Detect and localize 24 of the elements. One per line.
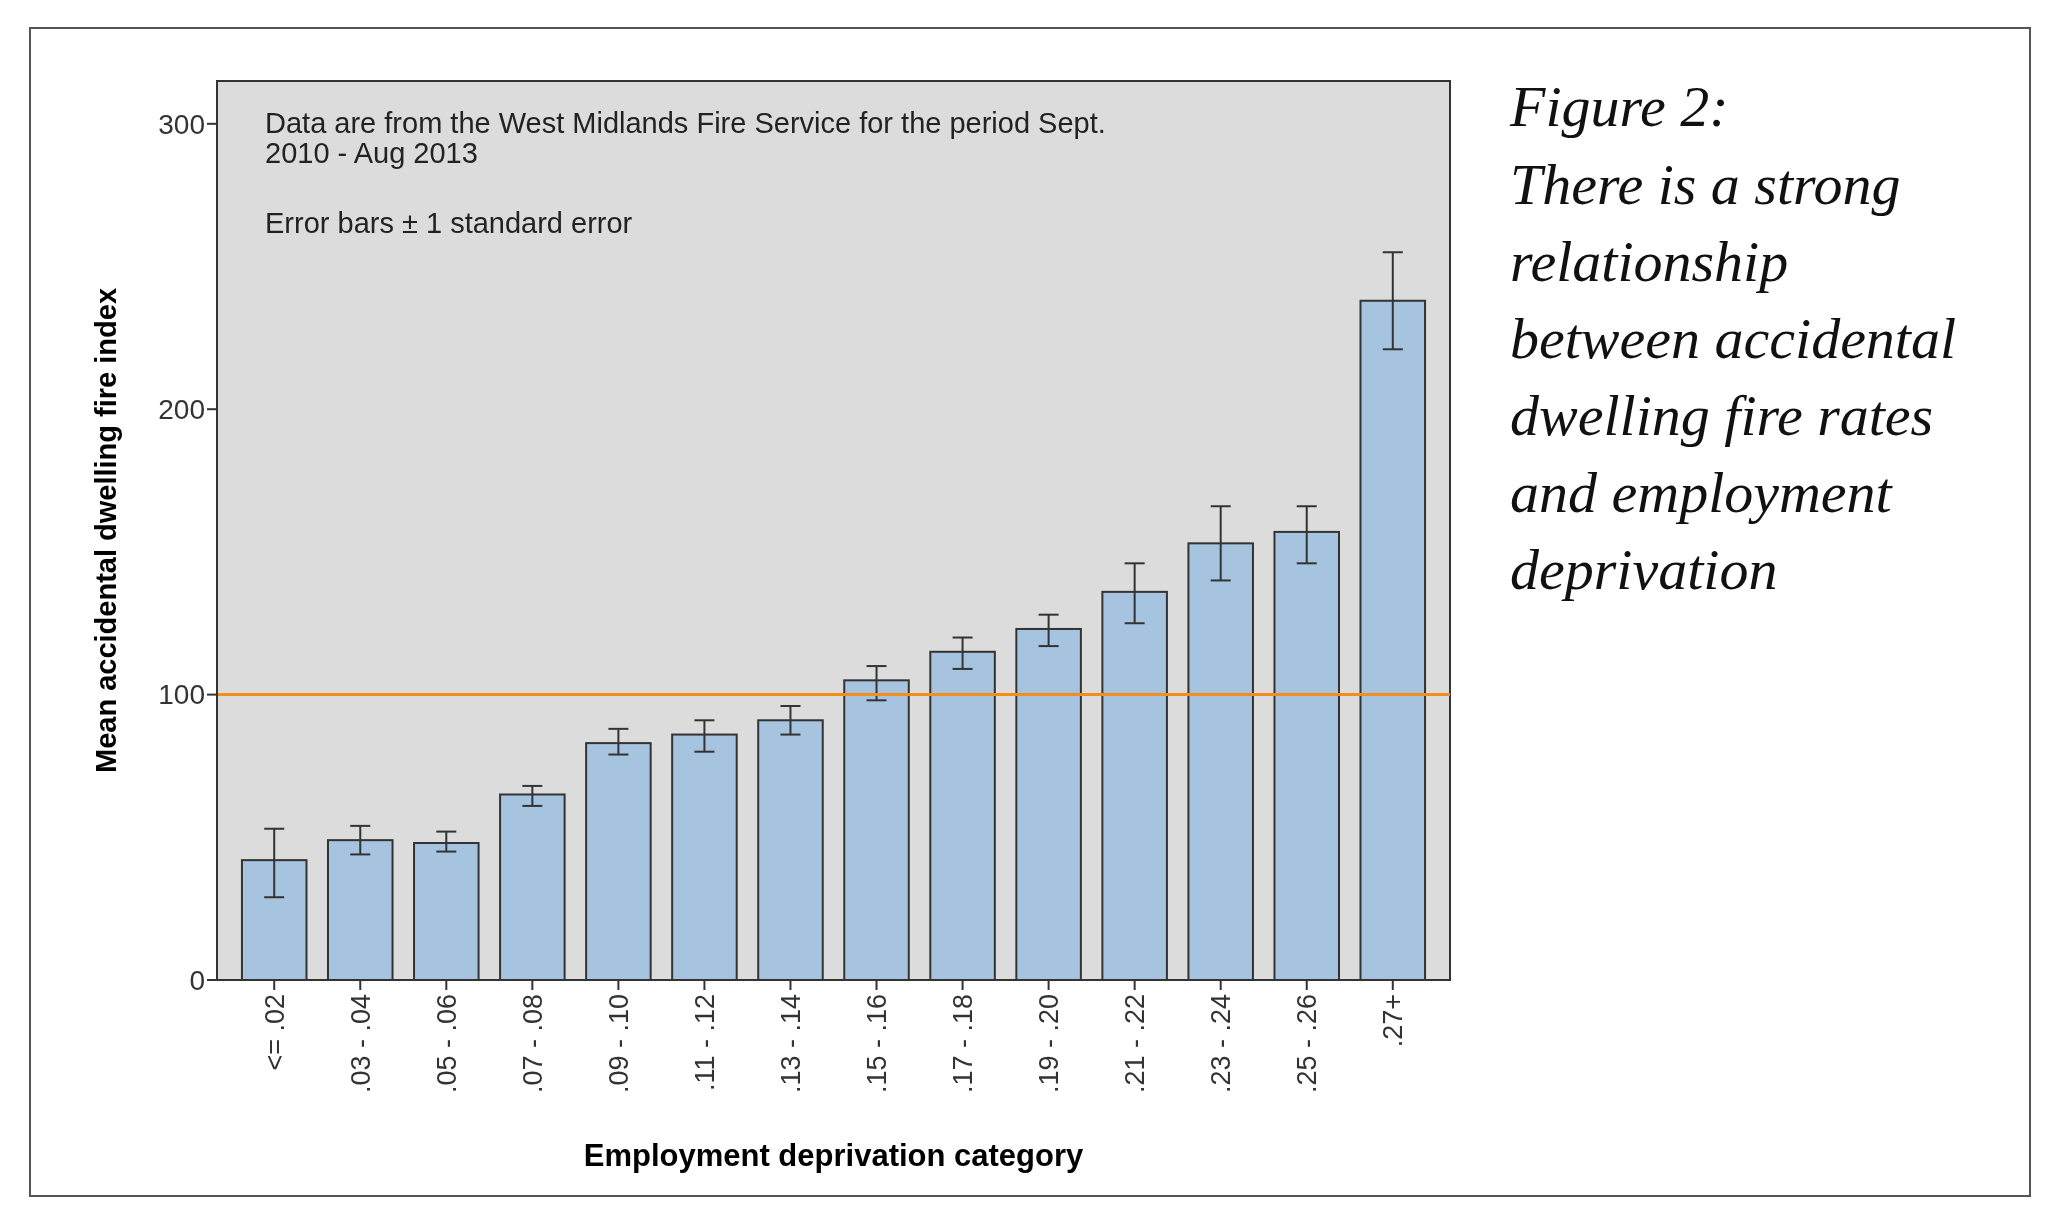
- x-tick-label: .25 - .26: [1292, 994, 1323, 1094]
- annotation: Error bars ± 1 standard error: [265, 207, 633, 239]
- x-axis-title: Employment deprivation category: [583, 1138, 1085, 1173]
- y-axis-title: Mean accidental dwelling fire index: [90, 287, 122, 774]
- x-tick-label: .03 - .04: [345, 994, 376, 1094]
- text: Figure 2:: [1509, 74, 1729, 139]
- x-tick-label: .07 - .08: [517, 994, 548, 1094]
- x-tick-label: .23 - .24: [1206, 994, 1237, 1094]
- x-tick-label: .05 - .06: [431, 994, 462, 1094]
- annotation: Data are from the West Midlands Fire Service for the period Sept. 2010 - Aug 2013: [265, 107, 1106, 169]
- x-tick-label: .15 - .16: [861, 994, 892, 1094]
- y-tick-label: 0: [189, 964, 205, 996]
- y-tick-label: 300: [158, 108, 205, 140]
- x-tick-label: .09 - .10: [603, 994, 634, 1094]
- y-tick-label: 100: [158, 679, 205, 711]
- y-tick-label: 200: [158, 394, 205, 426]
- x-tick-label: .13 - .14: [775, 994, 806, 1094]
- x-tick-label: .19 - .20: [1034, 994, 1065, 1094]
- x-tick-label: .27+: [1378, 994, 1409, 1048]
- x-tick-label: .11 - .12: [689, 994, 720, 1092]
- x-tick-label: <= .02: [259, 994, 290, 1071]
- text: There is a strong relationship between accidental dwelling fire rates and employment deprivation: [1510, 152, 1957, 602]
- x-tick-label: .17 - .18: [948, 994, 979, 1094]
- x-tick-label: .21 - .22: [1120, 994, 1151, 1094]
